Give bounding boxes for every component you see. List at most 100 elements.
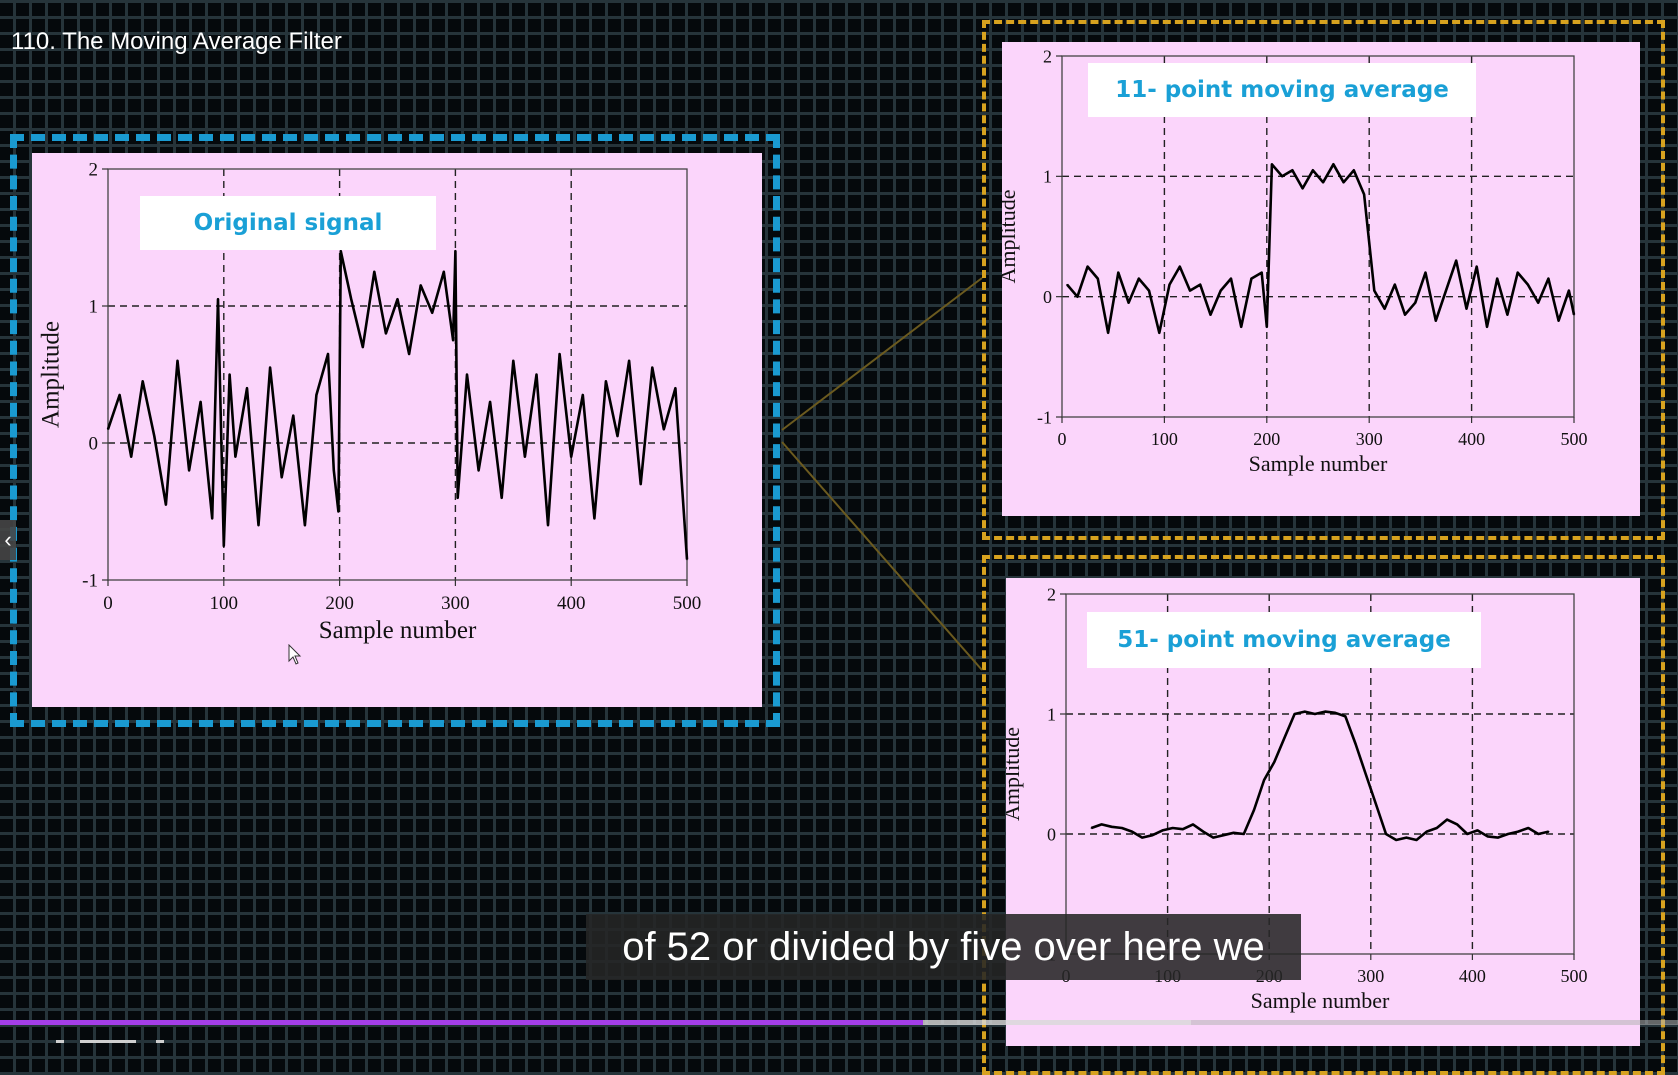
fifty-one-point-average-title: 51- point moving average bbox=[1087, 612, 1481, 668]
data-point bbox=[1506, 313, 1509, 316]
data-point bbox=[1385, 833, 1387, 835]
data-point bbox=[1496, 277, 1498, 280]
x-tick-label: 200 bbox=[325, 593, 354, 614]
data-point bbox=[1219, 289, 1222, 292]
data-point bbox=[396, 298, 399, 300]
original-signal-title: Original signal bbox=[140, 196, 436, 250]
video-progress-bar[interactable] bbox=[0, 1020, 1678, 1025]
data-point bbox=[1110, 826, 1113, 828]
data-point bbox=[1066, 283, 1068, 286]
data-point bbox=[304, 524, 306, 526]
y-tick-label: 2 bbox=[1043, 46, 1052, 66]
data-point bbox=[477, 469, 480, 472]
x-tick-label: 300 bbox=[1356, 429, 1383, 449]
x-axis-label: Sample number bbox=[319, 617, 477, 644]
data-point bbox=[1107, 331, 1109, 334]
x-tick-label: 100 bbox=[1151, 429, 1178, 449]
data-point bbox=[1517, 830, 1519, 833]
y-tick-label: 0 bbox=[89, 434, 99, 455]
data-point bbox=[1375, 803, 1377, 805]
data-point bbox=[280, 476, 283, 479]
connector-line-bottom bbox=[781, 441, 983, 671]
data-point bbox=[639, 483, 642, 485]
data-point bbox=[605, 380, 607, 383]
data-point bbox=[674, 387, 677, 389]
play-icon[interactable] bbox=[56, 1040, 64, 1043]
data-point bbox=[454, 250, 457, 252]
data-point bbox=[616, 435, 619, 437]
data-point bbox=[663, 428, 665, 431]
data-point bbox=[257, 524, 260, 526]
data-point bbox=[1383, 307, 1386, 310]
data-point bbox=[1573, 313, 1575, 316]
data-point bbox=[651, 366, 654, 369]
plot-frame bbox=[1065, 593, 1575, 955]
data-point bbox=[361, 346, 364, 348]
data-point bbox=[547, 524, 549, 526]
signal-trace bbox=[106, 249, 689, 560]
y-tick-label: -1 bbox=[1037, 407, 1052, 427]
data-point bbox=[1182, 828, 1184, 830]
y-tick-label: 2 bbox=[89, 160, 99, 181]
data-point bbox=[246, 387, 248, 389]
data-point bbox=[327, 353, 329, 355]
data-point bbox=[1497, 836, 1499, 839]
data-point bbox=[1537, 301, 1539, 304]
signal-trace bbox=[1066, 163, 1576, 335]
x-tick-label: 500 bbox=[673, 593, 702, 614]
data-point bbox=[1283, 737, 1286, 739]
data-point bbox=[1076, 295, 1079, 298]
data-point bbox=[1250, 277, 1253, 280]
data-point bbox=[176, 360, 179, 362]
x-tick-label: 500 bbox=[1561, 429, 1588, 449]
data-point bbox=[130, 455, 132, 458]
data-point bbox=[1445, 289, 1447, 292]
data-point bbox=[489, 401, 491, 403]
data-point bbox=[535, 373, 538, 376]
x-tick-label: 0 bbox=[1058, 429, 1067, 449]
data-point bbox=[1178, 265, 1181, 268]
video-title: 110. The Moving Average Filter bbox=[11, 28, 342, 55]
data-point bbox=[1230, 277, 1232, 280]
data-point bbox=[570, 455, 572, 458]
signal-trace bbox=[1090, 710, 1549, 842]
data-point bbox=[1363, 193, 1365, 196]
data-point bbox=[1324, 710, 1326, 713]
data-point bbox=[350, 298, 352, 300]
data-point bbox=[1436, 827, 1438, 829]
chevron-left-icon[interactable]: ‹ bbox=[0, 520, 16, 560]
data-point bbox=[373, 270, 376, 273]
y-tick-label: 1 bbox=[1043, 167, 1052, 187]
data-point bbox=[1373, 289, 1376, 292]
data-point bbox=[1271, 163, 1273, 166]
data-point bbox=[1131, 830, 1133, 833]
volume-slider[interactable] bbox=[80, 1040, 136, 1043]
data-point bbox=[466, 373, 468, 376]
data-point bbox=[1141, 836, 1143, 839]
data-point bbox=[431, 312, 434, 314]
data-point bbox=[1446, 818, 1448, 821]
eleven-point-average-title: 11- point moving average bbox=[1088, 63, 1476, 117]
data-point bbox=[1527, 283, 1529, 286]
next-icon[interactable] bbox=[156, 1040, 164, 1043]
data-point bbox=[1455, 259, 1458, 262]
data-point bbox=[211, 517, 214, 520]
data-point bbox=[686, 558, 688, 561]
data-point bbox=[1434, 319, 1437, 322]
data-point bbox=[1415, 839, 1418, 841]
x-tick-label: 400 bbox=[1459, 966, 1486, 986]
eleven-point-highlight-frame bbox=[982, 20, 1665, 540]
x-tick-label: 0 bbox=[103, 593, 113, 614]
data-point bbox=[228, 373, 231, 376]
plot-frame bbox=[107, 168, 688, 581]
data-point bbox=[1158, 331, 1161, 334]
data-point bbox=[1121, 827, 1123, 829]
progress-played bbox=[0, 1020, 923, 1025]
data-point bbox=[1222, 834, 1225, 836]
data-point bbox=[1100, 823, 1103, 826]
data-point bbox=[1243, 833, 1245, 835]
x-tick-label: 400 bbox=[557, 593, 586, 614]
data-point bbox=[1557, 319, 1560, 322]
player-controls[interactable] bbox=[16, 1036, 176, 1046]
x-tick-label: 200 bbox=[1253, 429, 1280, 449]
